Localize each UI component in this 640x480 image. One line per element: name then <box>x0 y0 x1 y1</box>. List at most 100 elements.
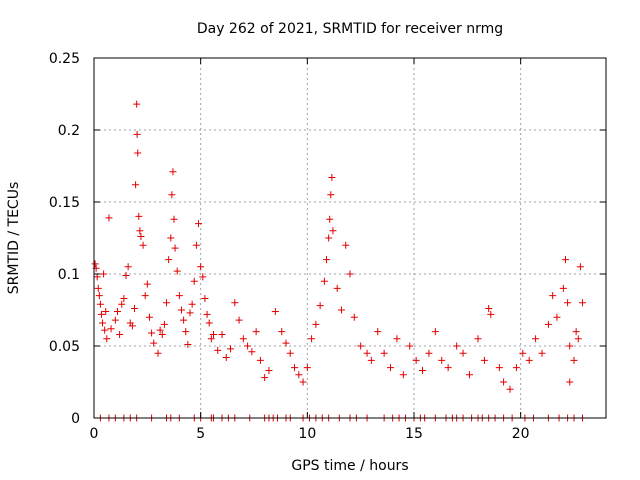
data-point <box>136 227 144 235</box>
data-point <box>326 215 334 223</box>
data-point <box>148 329 156 337</box>
data-point <box>133 130 141 138</box>
data-point <box>320 277 328 285</box>
x-tick-label: 10 <box>298 426 316 442</box>
x-tick-label: 15 <box>405 426 423 442</box>
data-point <box>143 280 151 288</box>
data-point <box>393 335 401 343</box>
data-point <box>131 305 139 313</box>
data-point <box>188 300 196 308</box>
data-point <box>94 284 102 292</box>
data-point <box>96 300 104 308</box>
data-point <box>465 371 473 379</box>
data-point <box>374 328 382 336</box>
data-point <box>167 234 175 242</box>
x-tick-label: 20 <box>512 426 530 442</box>
data-point <box>239 335 247 343</box>
data-point <box>363 349 371 357</box>
data-point <box>425 349 433 357</box>
data-point <box>209 330 217 338</box>
data-point <box>145 313 153 321</box>
data-point <box>553 313 561 321</box>
data-point <box>141 292 149 300</box>
data-point <box>165 256 173 264</box>
data-point <box>168 191 176 199</box>
data-point <box>444 364 452 372</box>
data-point <box>487 310 495 318</box>
data-point <box>101 326 109 334</box>
data-point <box>154 349 162 357</box>
data-point <box>431 328 439 336</box>
y-tick-label: 0.25 <box>49 51 80 67</box>
data-point <box>133 100 141 108</box>
data-point <box>180 316 188 324</box>
data-point <box>160 320 168 328</box>
data-point <box>282 339 290 347</box>
data-point <box>177 306 185 314</box>
data-point <box>579 299 587 307</box>
data-point <box>325 234 333 242</box>
data-point <box>380 349 388 357</box>
data-point <box>438 356 446 364</box>
data-point <box>186 309 194 317</box>
data-point <box>199 273 207 281</box>
data-point <box>134 149 142 157</box>
data-point <box>132 181 140 189</box>
y-tick-label: 0.1 <box>58 267 80 283</box>
y-tick-label: 0.2 <box>58 123 80 139</box>
data-point <box>158 330 166 338</box>
data-point <box>124 263 132 271</box>
data-point <box>231 299 239 307</box>
x-axis-label: GPS time / hours <box>291 458 408 474</box>
data-point <box>116 330 124 338</box>
data-point <box>506 385 514 393</box>
data-points <box>91 100 587 422</box>
data-point <box>182 328 190 336</box>
data-point <box>459 349 467 357</box>
data-point <box>95 292 103 300</box>
data-point <box>214 346 222 354</box>
data-point <box>316 302 324 310</box>
data-point <box>122 271 130 279</box>
data-point <box>312 320 320 328</box>
data-point <box>495 364 503 372</box>
data-point <box>150 339 158 347</box>
data-point <box>532 335 540 343</box>
data-point <box>480 356 488 364</box>
data-point <box>252 328 260 336</box>
data-point <box>574 335 582 343</box>
data-point <box>485 305 493 313</box>
data-point <box>406 342 414 350</box>
data-point <box>538 349 546 357</box>
data-point <box>453 342 461 350</box>
data-point <box>564 299 572 307</box>
data-point <box>323 256 331 264</box>
data-point <box>299 378 307 386</box>
data-point <box>474 335 482 343</box>
data-point <box>399 371 407 379</box>
data-point <box>190 277 198 285</box>
data-point <box>346 270 354 278</box>
data-point <box>184 341 192 349</box>
data-point <box>227 345 235 353</box>
data-point <box>156 326 164 334</box>
data-point <box>337 306 345 314</box>
data-point <box>203 310 211 318</box>
data-point <box>118 300 126 308</box>
data-point <box>171 244 179 252</box>
data-point <box>175 292 183 300</box>
data-point <box>100 270 108 278</box>
data-point <box>207 335 215 343</box>
x-tick-label: 5 <box>196 426 205 442</box>
data-point <box>333 284 341 292</box>
data-point <box>419 366 427 374</box>
data-point <box>500 378 508 386</box>
data-point <box>120 294 128 302</box>
data-point <box>342 241 350 249</box>
data-point <box>271 307 279 315</box>
data-point <box>128 322 136 330</box>
data-point <box>113 307 121 315</box>
data-point <box>169 168 177 176</box>
